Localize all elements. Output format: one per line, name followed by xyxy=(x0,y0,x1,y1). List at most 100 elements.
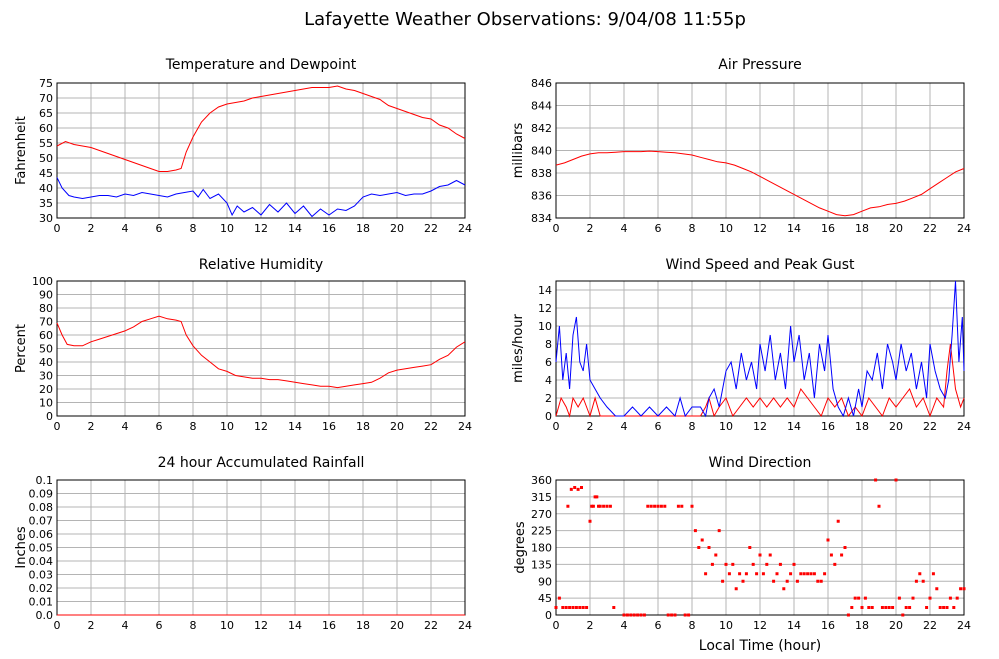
direction-point xyxy=(948,596,952,600)
y-tick-label: 0.1 xyxy=(36,474,54,487)
direction-point xyxy=(580,486,583,489)
direction-point xyxy=(778,562,782,566)
series-line-0 xyxy=(56,85,466,172)
x-tick-label: 12 xyxy=(254,222,268,235)
x-tick-label: 20 xyxy=(889,420,903,433)
x-tick-label: 14 xyxy=(787,420,801,433)
series-line-0 xyxy=(56,315,466,389)
x-tick-label: 20 xyxy=(889,619,903,632)
x-tick-label: 10 xyxy=(719,222,733,235)
direction-point xyxy=(904,606,908,609)
direction-point xyxy=(690,504,694,508)
x-tick-label: 24 xyxy=(957,222,971,235)
direction-point xyxy=(666,613,670,617)
direction-point xyxy=(823,572,827,576)
y-tick-label: 836 xyxy=(531,190,552,203)
x-tick-label: 14 xyxy=(288,222,302,235)
direction-point xyxy=(918,572,922,576)
x-tick-label: 20 xyxy=(390,420,404,433)
direction-point xyxy=(581,606,585,609)
x-tick-label: 8 xyxy=(190,420,197,433)
direction-point xyxy=(642,613,646,617)
direction-point xyxy=(806,572,810,576)
x-tick-label: 18 xyxy=(855,420,869,433)
y-tick-label: 0.04 xyxy=(29,555,54,568)
direction-point xyxy=(734,587,738,591)
y-axis-label: millibars xyxy=(511,123,526,179)
direction-point xyxy=(697,546,701,549)
direction-point xyxy=(959,587,963,591)
direction-point xyxy=(578,606,582,609)
direction-point xyxy=(836,519,840,523)
y-tick-label: 65 xyxy=(39,107,53,120)
direction-point xyxy=(938,606,942,609)
x-tick-label: 14 xyxy=(787,222,801,235)
direction-point xyxy=(901,613,905,617)
direction-point xyxy=(598,504,602,508)
chart-title: Temperature and Dewpoint xyxy=(165,57,357,73)
direction-point xyxy=(962,587,966,591)
x-tick-label: 6 xyxy=(156,222,163,235)
direction-point xyxy=(593,495,597,499)
direction-point xyxy=(597,504,600,508)
direction-point xyxy=(721,579,725,583)
direction-point xyxy=(656,504,660,508)
direction-point xyxy=(789,572,793,576)
y-axis-label: miles/hour xyxy=(511,313,526,382)
chart-title: Air Pressure xyxy=(718,57,801,73)
direction-point xyxy=(782,587,786,591)
x-tick-label: 2 xyxy=(587,420,594,433)
direction-point xyxy=(683,613,687,617)
x-tick-label: 12 xyxy=(254,420,268,433)
x-tick-label: 2 xyxy=(88,420,95,433)
x-tick-label: 4 xyxy=(122,619,129,632)
direction-point xyxy=(785,579,789,583)
direction-point xyxy=(700,538,704,542)
y-tick-label: 10 xyxy=(538,320,552,333)
x-tick-label: 18 xyxy=(855,619,869,632)
direction-point xyxy=(870,606,874,609)
y-tick-label: 14 xyxy=(538,284,552,297)
direction-point xyxy=(724,562,728,566)
y-tick-label: 30 xyxy=(39,370,53,383)
x-tick-label: 20 xyxy=(390,619,404,632)
direction-point xyxy=(576,487,580,491)
direction-point xyxy=(955,596,959,600)
direction-point xyxy=(795,579,799,583)
y-tick-label: 30 xyxy=(39,212,53,225)
direction-point xyxy=(799,572,803,576)
page-title: Lafayette Weather Observations: 9/04/08 … xyxy=(304,9,746,30)
direction-point xyxy=(673,613,677,617)
x-tick-label: 16 xyxy=(821,420,835,433)
x-tick-label: 18 xyxy=(356,420,370,433)
y-axis-label: Inches xyxy=(14,526,29,568)
direction-point xyxy=(880,606,884,609)
plot-frame xyxy=(555,82,965,219)
x-tick-label: 22 xyxy=(923,619,937,632)
x-tick-label: 16 xyxy=(322,420,336,433)
x-tick-label: 8 xyxy=(689,619,696,632)
x-tick-label: 18 xyxy=(356,619,370,632)
y-tick-label: 60 xyxy=(39,122,53,135)
footer-xlabel: Local Time (hour) xyxy=(699,638,821,654)
direction-point xyxy=(863,596,867,600)
direction-point xyxy=(687,613,691,617)
x-tick-label: 4 xyxy=(122,420,129,433)
y-tick-label: 0 xyxy=(545,609,552,622)
direction-point xyxy=(816,579,820,583)
y-tick-label: 0.03 xyxy=(29,569,54,582)
direction-point xyxy=(867,606,871,609)
direction-point xyxy=(561,606,565,609)
direction-point xyxy=(765,562,769,566)
direction-point xyxy=(585,606,589,609)
direction-point xyxy=(908,606,912,609)
y-tick-label: 90 xyxy=(538,575,552,588)
chart-title: 24 hour Accumulated Rainfall xyxy=(158,455,365,471)
direction-point xyxy=(670,613,674,617)
direction-point xyxy=(877,504,881,508)
y-tick-label: 70 xyxy=(39,92,53,105)
direction-point xyxy=(758,553,762,557)
